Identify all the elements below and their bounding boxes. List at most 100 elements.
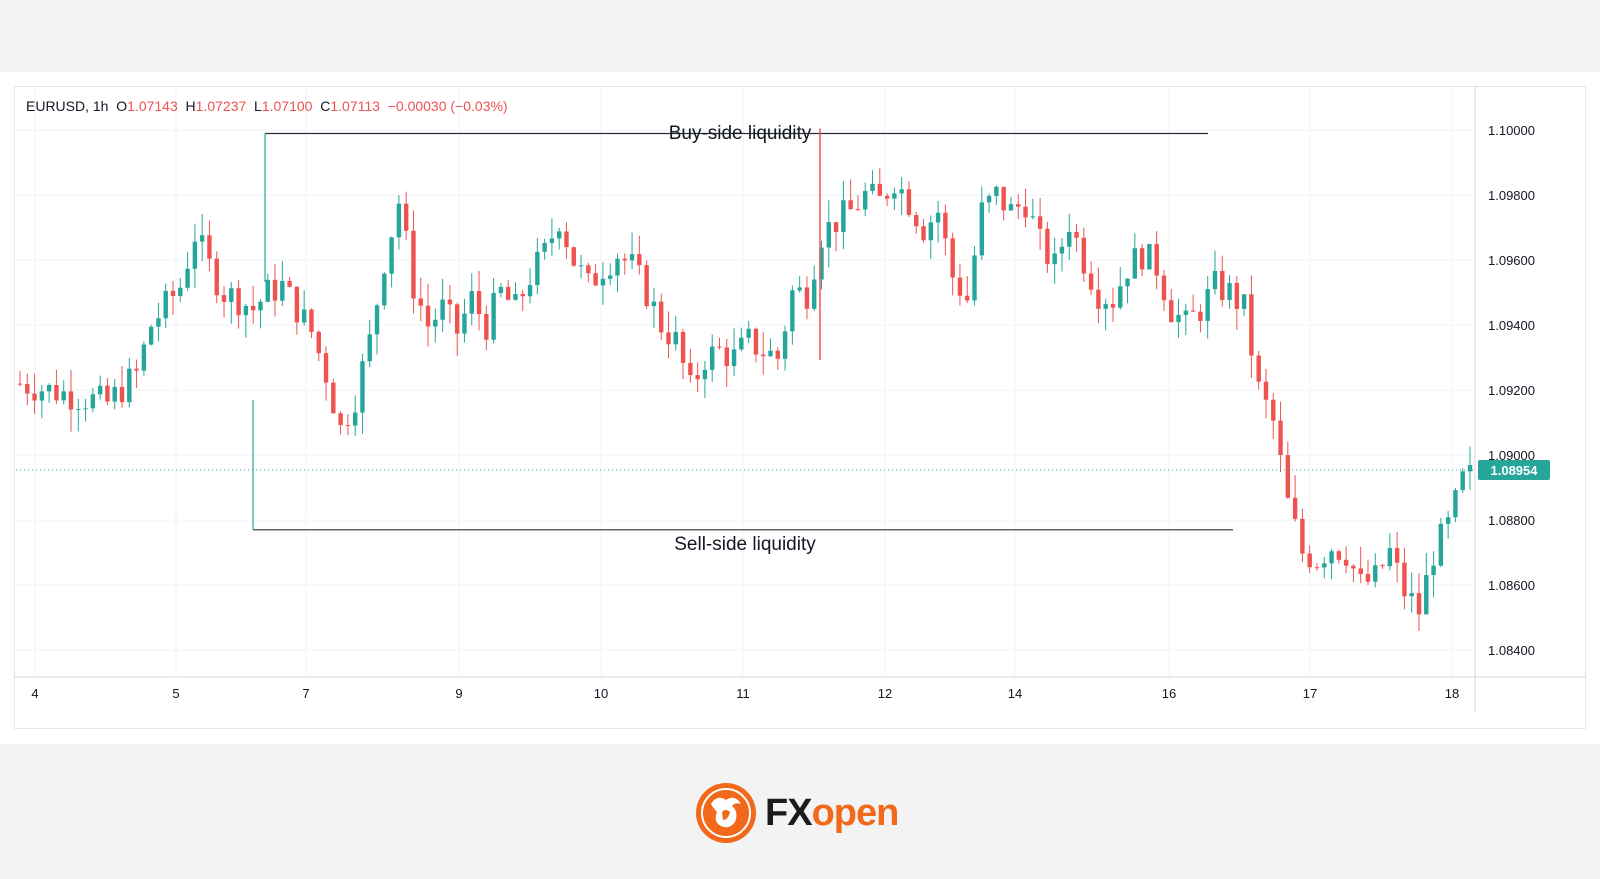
candle-body	[695, 375, 700, 380]
candle-body	[68, 391, 74, 410]
candle	[1176, 298, 1181, 338]
candle-body	[1424, 575, 1429, 615]
candle	[498, 283, 504, 298]
candle	[1016, 194, 1021, 220]
candle	[331, 378, 336, 414]
candle	[258, 298, 263, 329]
candle	[433, 308, 438, 343]
candle-body	[593, 273, 598, 286]
candle	[804, 276, 810, 320]
candle-body	[542, 242, 547, 252]
candle-body	[1023, 206, 1028, 218]
candle-body	[1198, 311, 1203, 321]
candle	[593, 264, 598, 287]
candle	[1351, 563, 1356, 583]
candle-body	[134, 368, 139, 371]
candle-body	[352, 412, 358, 426]
candle	[1241, 294, 1247, 317]
candle	[739, 327, 744, 352]
candle-body	[833, 222, 839, 233]
candle-body	[1387, 548, 1393, 567]
last-price-tag: 1.08954	[1478, 460, 1550, 481]
candle-body	[804, 287, 810, 309]
candle	[294, 286, 300, 335]
x-tick-label: 4	[31, 686, 38, 701]
x-tick-label: 11	[736, 686, 750, 701]
candle	[1387, 533, 1393, 571]
candle-body	[97, 385, 103, 395]
candle-body	[520, 293, 525, 297]
candle	[644, 260, 649, 310]
candle-body	[1438, 523, 1444, 566]
candle-body	[1045, 228, 1050, 265]
candle	[790, 285, 795, 345]
candle	[1453, 488, 1458, 523]
candle	[1380, 563, 1385, 569]
candle	[1023, 188, 1028, 228]
candle-body	[374, 305, 380, 335]
candle	[797, 276, 802, 293]
buy-side-liquidity-label: Buy-side liquidity	[669, 123, 812, 144]
candle-body	[549, 238, 555, 243]
candle	[476, 270, 482, 331]
candle	[680, 328, 686, 380]
candle	[892, 187, 897, 210]
candle-body	[513, 293, 518, 300]
candle	[374, 303, 380, 355]
candle-body	[250, 305, 256, 311]
candle	[1424, 552, 1429, 615]
candle-body	[578, 265, 584, 267]
price-axis: 1.08400 1.08600 1.08800 1.09000 1.09200 1.094…	[1474, 86, 1535, 712]
candle-body	[105, 385, 110, 402]
candle	[1045, 221, 1050, 273]
candle	[928, 215, 934, 259]
candle-body	[199, 235, 205, 242]
candle-body	[1445, 517, 1451, 524]
last-price-tag-bg	[1478, 460, 1550, 481]
candle	[54, 369, 59, 404]
candle	[1249, 275, 1254, 378]
candle-body	[877, 183, 882, 196]
candle-body	[1118, 286, 1123, 308]
y-tick-label: 1.08600	[1488, 578, 1535, 593]
candle-body	[1343, 559, 1349, 566]
candle-body	[950, 238, 955, 278]
candle	[549, 218, 555, 256]
candle-body	[1402, 562, 1407, 597]
candle	[382, 272, 387, 310]
candle-body	[768, 350, 773, 357]
candle	[651, 288, 657, 329]
candle	[484, 305, 489, 351]
candle	[447, 285, 453, 324]
candles	[17, 167, 1473, 631]
ohlc-legend: EURUSD, 1h O1.07143 H1.07237 L1.07100 C1…	[26, 98, 508, 114]
candle	[608, 263, 613, 286]
candle	[1431, 551, 1436, 598]
candle	[68, 370, 74, 432]
candle-body	[841, 200, 846, 233]
candle	[906, 181, 912, 217]
candle-body	[855, 209, 861, 211]
candle	[1307, 545, 1312, 573]
candle-body	[1256, 355, 1261, 382]
candle	[1365, 559, 1371, 586]
candle-body	[112, 386, 117, 402]
candle	[389, 236, 394, 288]
candle	[513, 282, 518, 301]
candle-body	[600, 278, 606, 286]
candle-body	[462, 313, 467, 334]
candle-body	[666, 332, 671, 345]
candle	[170, 280, 176, 316]
candle	[1169, 288, 1174, 323]
y-tick-label: 1.09600	[1488, 253, 1535, 268]
candle-body	[360, 361, 365, 413]
candle-body	[440, 299, 445, 320]
candle-body	[1351, 565, 1356, 569]
candle-body	[870, 183, 875, 191]
candle-body	[863, 190, 868, 210]
candle	[1008, 196, 1014, 212]
candle-body	[1380, 565, 1385, 567]
candle-body	[761, 354, 766, 357]
candle-body	[491, 292, 496, 340]
candle	[1183, 303, 1189, 336]
